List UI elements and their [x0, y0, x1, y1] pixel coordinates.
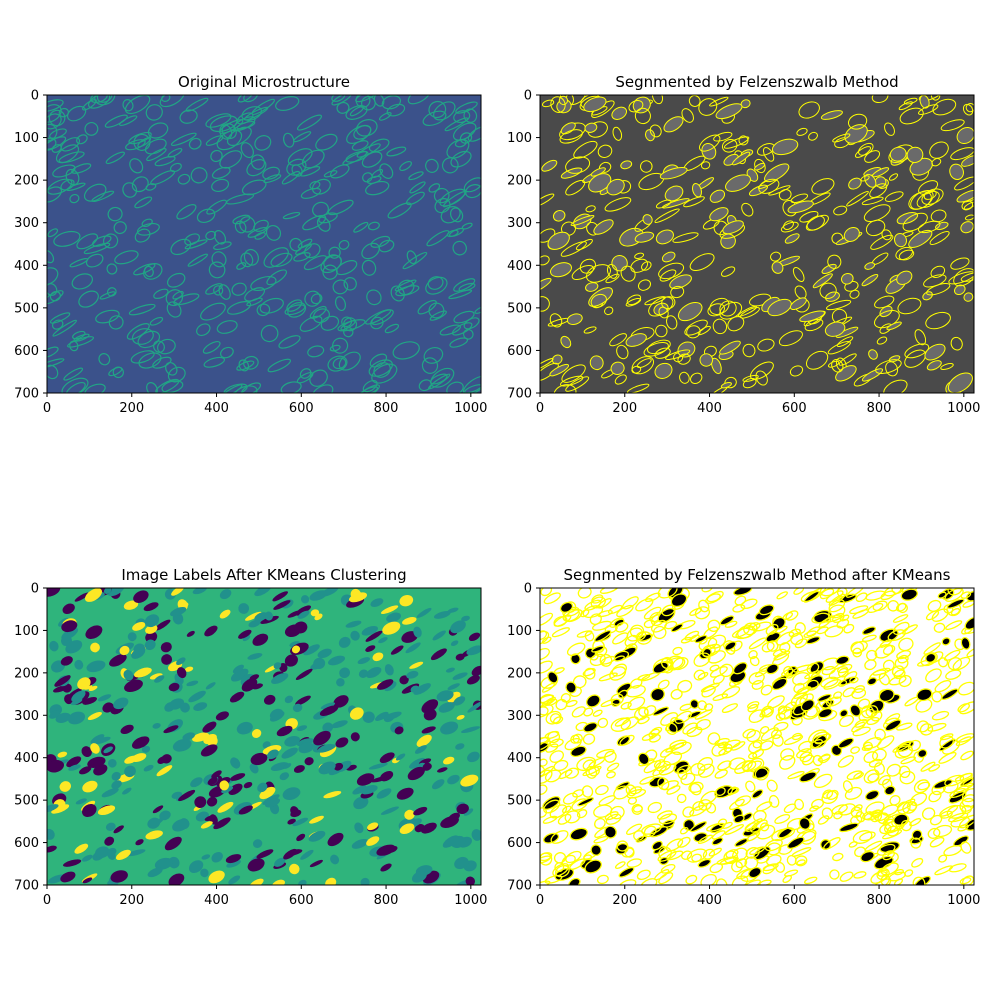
x-tick-label: 1000 [454, 401, 487, 416]
image-area [47, 588, 481, 885]
y-tick-label: 700 [14, 387, 39, 402]
y-tick-label: 200 [14, 666, 39, 681]
x-tick-label: 800 [867, 893, 892, 908]
y-tick-label: 100 [14, 624, 39, 639]
y-tick-label: 700 [14, 879, 39, 894]
y-tick-label: 0 [524, 582, 532, 597]
x-tick-label: 600 [289, 893, 314, 908]
x-tick-label: 1000 [947, 893, 980, 908]
x-tick-label: 800 [374, 401, 399, 416]
y-tick-label: 500 [507, 794, 532, 809]
y-tick-label: 100 [507, 131, 532, 146]
y-tick-label: 600 [14, 836, 39, 851]
y-tick-label: 500 [14, 794, 39, 809]
x-tick-label: 400 [697, 893, 722, 908]
y-tick-label: 0 [31, 89, 39, 104]
y-tick-label: 100 [507, 624, 532, 639]
y-tick-label: 700 [507, 387, 532, 402]
y-tick-label: 500 [507, 301, 532, 316]
y-tick-label: 100 [14, 131, 39, 146]
x-tick-label: 600 [782, 893, 807, 908]
x-tick-label: 200 [119, 401, 144, 416]
x-tick-label: 400 [204, 401, 229, 416]
axes-frame [539, 587, 975, 886]
y-tick-label: 300 [507, 709, 532, 724]
axes-frame [46, 94, 482, 394]
y-tick-label: 300 [14, 216, 39, 231]
y-tick-label: 0 [31, 582, 39, 597]
chart-title: Segnmented by Felzenszwalb Method after … [563, 566, 951, 584]
x-tick-label: 400 [204, 893, 229, 908]
x-tick-label: 200 [119, 893, 144, 908]
y-tick-label: 400 [14, 751, 39, 766]
x-tick-label: 200 [612, 893, 637, 908]
y-tick-label: 600 [14, 344, 39, 359]
axes-frame [46, 587, 482, 886]
chart-title: Segnmented by Felzenszwalb Method [615, 73, 899, 91]
x-tick-label: 0 [43, 893, 51, 908]
x-tick-label: 800 [374, 893, 399, 908]
y-tick-label: 600 [507, 836, 532, 851]
x-tick-label: 1000 [947, 401, 980, 416]
y-tick-label: 200 [507, 666, 532, 681]
image-area [47, 95, 481, 393]
x-tick-label: 0 [536, 893, 544, 908]
y-tick-label: 300 [507, 216, 532, 231]
y-tick-label: 300 [14, 709, 39, 724]
y-tick-label: 400 [507, 259, 532, 274]
y-tick-label: 400 [507, 751, 532, 766]
y-tick-label: 400 [14, 259, 39, 274]
image-area [540, 95, 974, 393]
axes-frame [539, 94, 975, 394]
y-tick-label: 0 [524, 89, 532, 104]
chart-title: Original Microstructure [178, 73, 350, 91]
x-tick-label: 200 [612, 401, 637, 416]
image-area [540, 588, 974, 885]
y-tick-label: 500 [14, 301, 39, 316]
x-tick-label: 1000 [454, 893, 487, 908]
chart-title: Image Labels After KMeans Clustering [121, 566, 407, 584]
x-tick-label: 600 [782, 401, 807, 416]
x-tick-label: 400 [697, 401, 722, 416]
y-tick-label: 600 [507, 344, 532, 359]
x-tick-label: 0 [536, 401, 544, 416]
y-tick-label: 200 [507, 174, 532, 189]
x-tick-label: 600 [289, 401, 314, 416]
y-tick-label: 700 [507, 879, 532, 894]
y-tick-label: 200 [14, 174, 39, 189]
x-tick-label: 0 [43, 401, 51, 416]
x-tick-label: 800 [867, 401, 892, 416]
